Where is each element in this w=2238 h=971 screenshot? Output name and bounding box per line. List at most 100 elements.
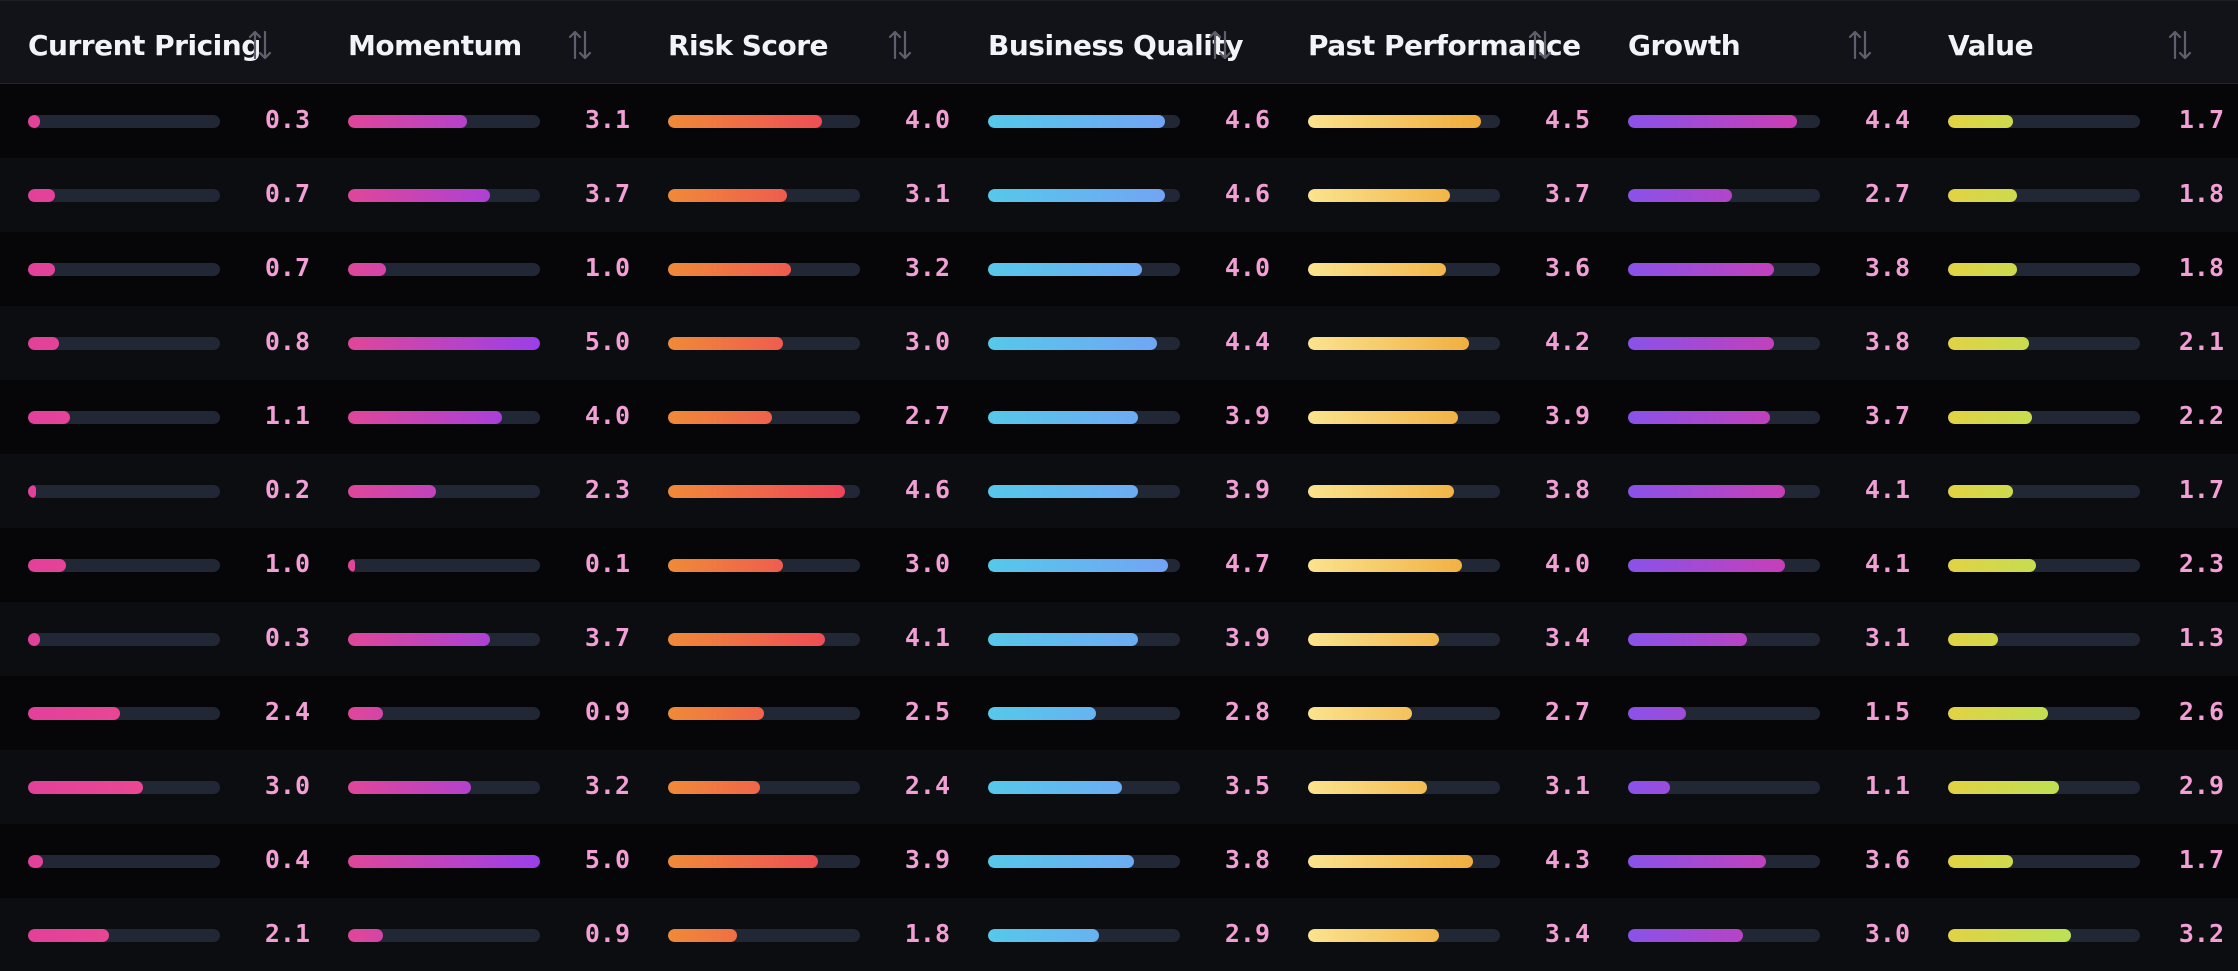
score-bar-fill: [1628, 929, 1743, 942]
score-value: 3.7: [584, 179, 630, 208]
cell-business-quality: 3.9: [960, 454, 1278, 528]
score-value: 2.3: [2178, 549, 2224, 578]
score-bar-fill: [348, 559, 355, 572]
score-bar-fill: [1308, 337, 1469, 350]
score-value: 1.8: [2178, 253, 2224, 282]
cell-business-quality: 3.9: [960, 602, 1278, 676]
sort-arrows-icon[interactable]: [885, 27, 915, 63]
cell-past-performance: 3.8: [1280, 454, 1598, 528]
score-value: 3.5: [1224, 771, 1270, 800]
score-bar-fill: [1308, 559, 1462, 572]
score-bar-fill: [668, 115, 822, 128]
column-header-growth[interactable]: Growth: [1600, 1, 1918, 85]
table-row[interactable]: 2.4 0.9 2.5 2.8 2.7 1.5 2.6: [0, 676, 2238, 750]
cell-current-pricing: 1.1: [0, 380, 318, 454]
score-value: 3.9: [1224, 623, 1270, 652]
score-bar-track: [1308, 263, 1500, 276]
score-bar-fill: [668, 485, 845, 498]
score-bar-fill: [348, 189, 490, 202]
score-bar-fill: [668, 189, 787, 202]
table-row[interactable]: 2.1 0.9 1.8 2.9 3.4 3.0 3.2: [0, 898, 2238, 971]
score-bar-track: [28, 929, 220, 942]
table-row[interactable]: 1.0 0.1 3.0 4.7 4.0 4.1 2.3: [0, 528, 2238, 602]
sort-arrows-icon[interactable]: [1205, 27, 1235, 63]
score-bar-track: [348, 929, 540, 942]
score-bar-fill: [988, 115, 1165, 128]
score-bar-fill: [1628, 263, 1774, 276]
cell-momentum: 2.3: [320, 454, 638, 528]
score-bar-fill: [988, 485, 1138, 498]
score-value: 3.4: [1544, 919, 1590, 948]
score-bar-track: [28, 411, 220, 424]
sort-arrows-icon[interactable]: [2165, 27, 2195, 63]
score-value: 0.4: [264, 845, 310, 874]
score-bar-fill: [1308, 485, 1454, 498]
cell-business-quality: 4.6: [960, 158, 1278, 232]
table-row[interactable]: 3.0 3.2 2.4 3.5 3.1 1.1 2.9: [0, 750, 2238, 824]
score-bar-fill: [668, 559, 783, 572]
score-value: 1.5: [1864, 697, 1910, 726]
cell-past-performance: 3.4: [1280, 898, 1598, 971]
score-bar-track: [348, 633, 540, 646]
column-header-label: Business Quality: [988, 29, 1244, 62]
score-bar-fill: [668, 707, 764, 720]
score-bar-track: [668, 781, 860, 794]
column-header-risk-score[interactable]: Risk Score: [640, 1, 958, 85]
table-row[interactable]: 0.4 5.0 3.9 3.8 4.3 3.6 1.7: [0, 824, 2238, 898]
score-value: 4.0: [904, 105, 950, 134]
score-bar-track: [28, 337, 220, 350]
sort-arrows-icon[interactable]: [245, 27, 275, 63]
cell-business-quality: 3.5: [960, 750, 1278, 824]
cell-momentum: 3.2: [320, 750, 638, 824]
column-header-momentum[interactable]: Momentum: [320, 1, 638, 85]
column-header-label: Value: [1948, 29, 2034, 62]
cell-business-quality: 4.4: [960, 306, 1278, 380]
score-bar-fill: [668, 929, 737, 942]
table-row[interactable]: 0.3 3.7 4.1 3.9 3.4 3.1 1.3: [0, 602, 2238, 676]
cell-momentum: 0.9: [320, 898, 638, 971]
column-header-past-performance[interactable]: Past Performance: [1280, 1, 1598, 85]
score-value: 4.1: [904, 623, 950, 652]
score-value: 3.7: [1864, 401, 1910, 430]
score-bar-track: [1308, 411, 1500, 424]
cell-value: 1.7: [1920, 454, 2238, 528]
cell-past-performance: 4.2: [1280, 306, 1598, 380]
cell-risk-score: 3.9: [640, 824, 958, 898]
score-bar-track: [668, 485, 860, 498]
score-value: 3.9: [1224, 401, 1270, 430]
table-row[interactable]: 0.7 3.7 3.1 4.6 3.7 2.7 1.8: [0, 158, 2238, 232]
score-bar-track: [28, 115, 220, 128]
score-bar-track: [1628, 707, 1820, 720]
sort-arrows-icon[interactable]: [565, 27, 595, 63]
score-bar-fill: [28, 707, 120, 720]
score-bar-track: [348, 781, 540, 794]
sort-arrows-icon[interactable]: [1845, 27, 1875, 63]
score-bar-track: [1948, 781, 2140, 794]
score-bar-track: [28, 707, 220, 720]
score-bar-track: [1948, 115, 2140, 128]
cell-growth: 3.8: [1600, 306, 1918, 380]
sort-arrows-icon[interactable]: [1525, 27, 1555, 63]
score-value: 0.7: [264, 179, 310, 208]
cell-current-pricing: 0.3: [0, 602, 318, 676]
score-bar-fill: [1948, 189, 2017, 202]
column-header-value[interactable]: Value: [1920, 1, 2238, 85]
score-value: 3.1: [584, 105, 630, 134]
score-value: 4.7: [1224, 549, 1270, 578]
score-value: 3.2: [2178, 919, 2224, 948]
column-header-current-pricing[interactable]: Current Pricing: [0, 1, 318, 85]
score-bar-fill: [348, 411, 502, 424]
cell-value: 3.2: [1920, 898, 2238, 971]
cell-business-quality: 2.8: [960, 676, 1278, 750]
table-row[interactable]: 1.1 4.0 2.7 3.9 3.9 3.7 2.2: [0, 380, 2238, 454]
column-header-label: Growth: [1628, 29, 1741, 62]
score-value: 4.6: [1224, 105, 1270, 134]
table-row[interactable]: 0.3 3.1 4.0 4.6 4.5 4.4 1.7: [0, 84, 2238, 158]
table-row[interactable]: 0.2 2.3 4.6 3.9 3.8 4.1 1.7: [0, 454, 2238, 528]
table-row[interactable]: 0.8 5.0 3.0 4.4 4.2 3.8 2.1: [0, 306, 2238, 380]
cell-risk-score: 2.4: [640, 750, 958, 824]
table-row[interactable]: 0.7 1.0 3.2 4.0 3.6 3.8 1.8: [0, 232, 2238, 306]
cell-risk-score: 2.5: [640, 676, 958, 750]
cell-growth: 3.8: [1600, 232, 1918, 306]
column-header-business-quality[interactable]: Business Quality: [960, 1, 1278, 85]
